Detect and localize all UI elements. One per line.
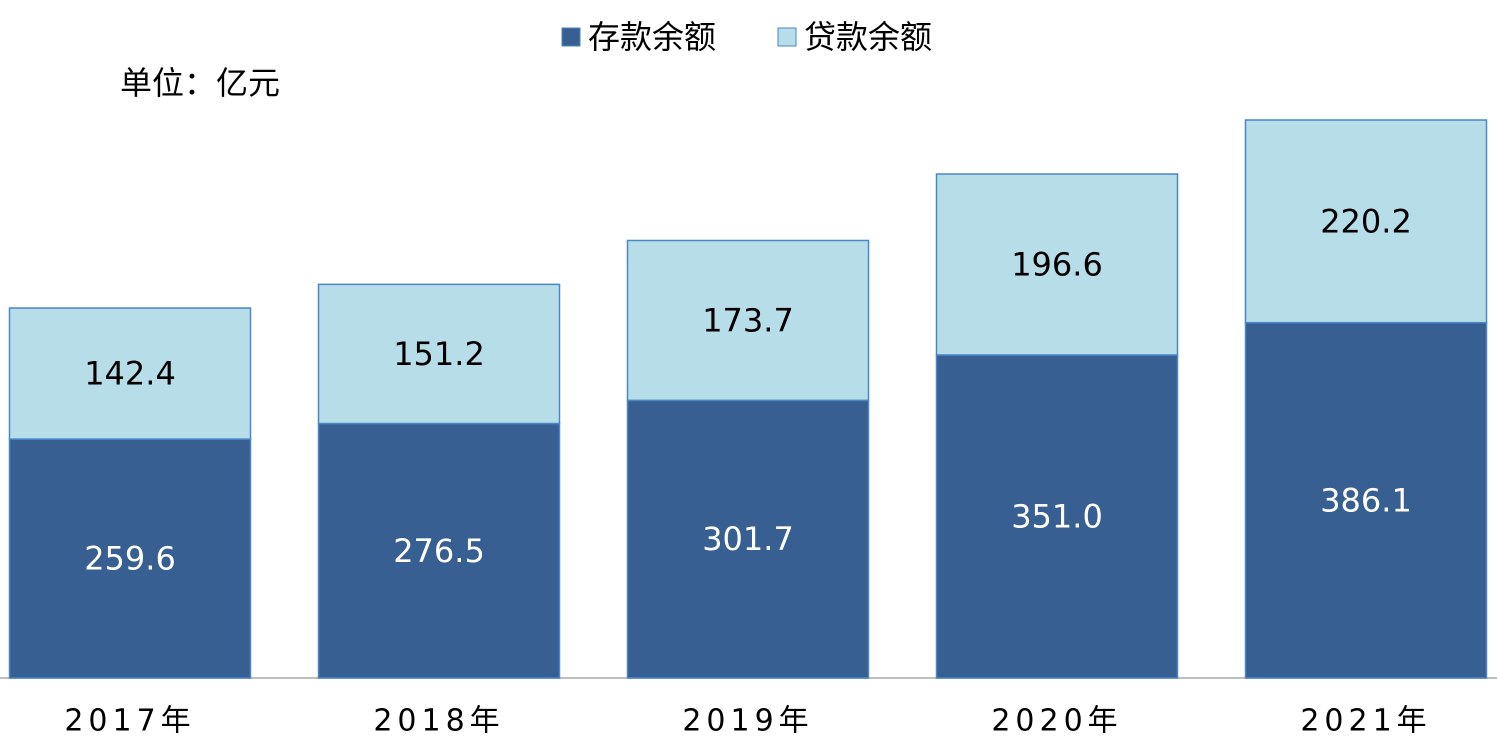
value-label: 259.6: [84, 540, 176, 578]
legend-label: 贷款余额: [804, 18, 932, 56]
value-label: 196.6: [1011, 245, 1103, 283]
bar-segment: [1244, 321, 1488, 679]
value-label: 276.5: [393, 532, 485, 570]
bar-segment: [8, 438, 252, 679]
bar-segment: [935, 354, 1179, 679]
legend-label: 存款余额: [588, 18, 716, 56]
bar-segment: [626, 399, 870, 679]
bar-segment: [935, 173, 1179, 356]
legend-swatch: [777, 27, 797, 47]
value-label: 351.0: [1011, 497, 1103, 535]
value-label: 142.4: [84, 355, 176, 393]
bar-segment: [317, 283, 561, 425]
x-tick-label: 2019年: [682, 704, 813, 739]
bar-segment: [8, 307, 252, 440]
value-label: 151.2: [393, 335, 485, 373]
value-label: 301.7: [702, 520, 794, 558]
x-tick-label: 2020年: [991, 704, 1122, 739]
x-tick-label: 2017年: [64, 704, 195, 739]
x-tick-label: 2018年: [373, 704, 504, 739]
bar-segment: [1244, 119, 1488, 324]
value-label: 386.1: [1320, 481, 1412, 519]
value-label: 173.7: [702, 301, 794, 339]
bar-segment: [626, 239, 870, 402]
legend-swatch: [561, 27, 581, 47]
unit-label: 单位：亿元: [120, 64, 280, 102]
value-label: 220.2: [1320, 202, 1412, 240]
x-tick-label: 2021年: [1300, 704, 1431, 739]
bar-segment: [317, 422, 561, 679]
